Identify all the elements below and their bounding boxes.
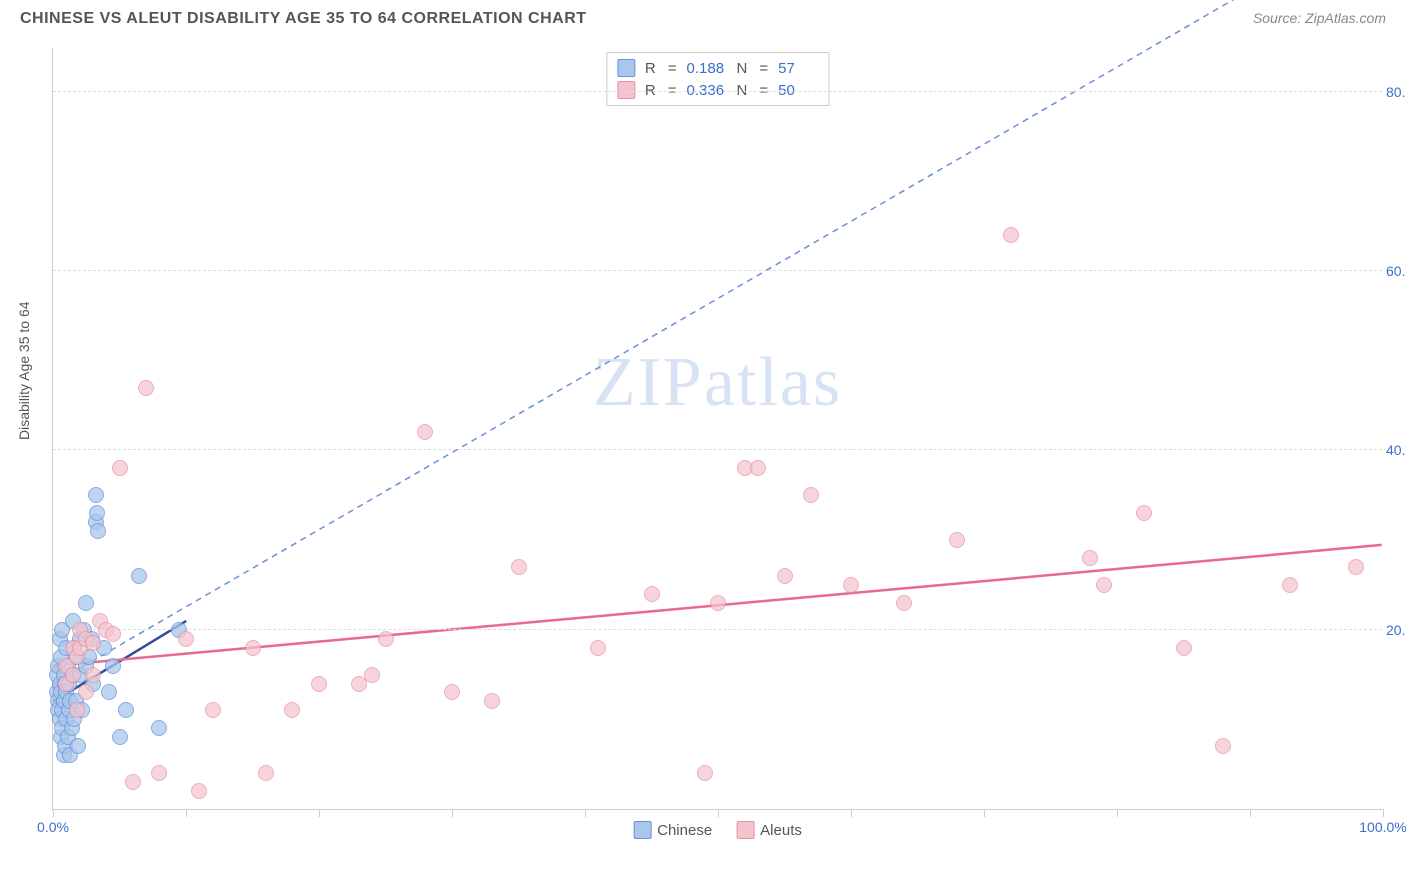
scatter-chart: ZIPatlas R=0.188N=57R=0.336N=50 ChineseA… (52, 48, 1382, 810)
data-point (311, 676, 327, 692)
data-point (1136, 505, 1152, 521)
series-legend: Chinese Aleuts (633, 821, 802, 839)
y-axis-label: Disability Age 35 to 64 (16, 301, 32, 440)
data-point (1082, 550, 1098, 566)
data-point (949, 532, 965, 548)
data-point (896, 595, 912, 611)
header: CHINESE VS ALEUT DISABILITY AGE 35 TO 64… (0, 0, 1406, 34)
x-tick (718, 809, 719, 817)
x-tick-label: 0.0% (37, 819, 69, 835)
data-point (484, 693, 500, 709)
data-point (101, 684, 117, 700)
x-tick (1117, 809, 1118, 817)
data-point (511, 559, 527, 575)
data-point (750, 460, 766, 476)
data-point (85, 667, 101, 683)
data-point (125, 774, 141, 790)
data-point (178, 631, 194, 647)
data-point (88, 487, 104, 503)
data-point (105, 658, 121, 674)
x-tick (1383, 809, 1384, 817)
legend-swatch (736, 821, 754, 839)
data-point (69, 702, 85, 718)
data-point (90, 523, 106, 539)
data-point (644, 586, 660, 602)
gridline (53, 629, 1382, 630)
data-point (444, 684, 460, 700)
r-value: 0.188 (687, 60, 727, 77)
x-tick (585, 809, 586, 817)
watermark: ZIPatlas (593, 343, 842, 423)
legend-swatch (633, 821, 651, 839)
data-point (417, 424, 433, 440)
data-point (378, 631, 394, 647)
data-point (284, 702, 300, 718)
data-point (105, 626, 121, 642)
data-point (1282, 577, 1298, 593)
data-point (697, 765, 713, 781)
n-value: 57 (778, 60, 818, 77)
x-tick (1250, 809, 1251, 817)
y-tick-label: 40.0% (1386, 442, 1406, 458)
x-tick (984, 809, 985, 817)
x-tick (186, 809, 187, 817)
data-point (710, 595, 726, 611)
legend-row: R=0.188N=57 (617, 57, 818, 79)
data-point (258, 765, 274, 781)
data-point (1176, 640, 1192, 656)
data-point (131, 568, 147, 584)
legend-label: Aleuts (760, 822, 802, 839)
data-point (65, 667, 81, 683)
data-point (843, 577, 859, 593)
data-point (803, 487, 819, 503)
gridline (53, 449, 1382, 450)
data-point (777, 568, 793, 584)
y-tick-label: 20.0% (1386, 622, 1406, 638)
correlation-legend: R=0.188N=57R=0.336N=50 (606, 52, 829, 106)
data-point (1215, 738, 1231, 754)
data-point (151, 765, 167, 781)
data-point (89, 505, 105, 521)
data-point (78, 684, 94, 700)
data-point (364, 667, 380, 683)
data-point (245, 640, 261, 656)
data-point (590, 640, 606, 656)
legend-swatch (617, 59, 635, 77)
x-tick (851, 809, 852, 817)
data-point (85, 635, 101, 651)
gridline (53, 91, 1382, 92)
data-point (78, 595, 94, 611)
gridline (53, 270, 1382, 271)
data-point (205, 702, 221, 718)
x-tick-label: 100.0% (1359, 819, 1406, 835)
x-tick (319, 809, 320, 817)
data-point (151, 720, 167, 736)
legend-item: Chinese (633, 821, 712, 839)
chart-lines-layer (53, 48, 1382, 809)
data-point (70, 738, 86, 754)
x-tick (53, 809, 54, 817)
y-tick-label: 60.0% (1386, 263, 1406, 279)
data-point (1096, 577, 1112, 593)
legend-item: Aleuts (736, 821, 802, 839)
legend-label: Chinese (657, 822, 712, 839)
data-point (191, 783, 207, 799)
source-attribution: Source: ZipAtlas.com (1253, 10, 1386, 26)
data-point (118, 702, 134, 718)
x-tick (452, 809, 453, 817)
data-point (112, 460, 128, 476)
data-point (1348, 559, 1364, 575)
data-point (138, 380, 154, 396)
chart-title: CHINESE VS ALEUT DISABILITY AGE 35 TO 64… (20, 10, 587, 28)
y-tick-label: 80.0% (1386, 84, 1406, 100)
data-point (112, 729, 128, 745)
data-point (1003, 227, 1019, 243)
